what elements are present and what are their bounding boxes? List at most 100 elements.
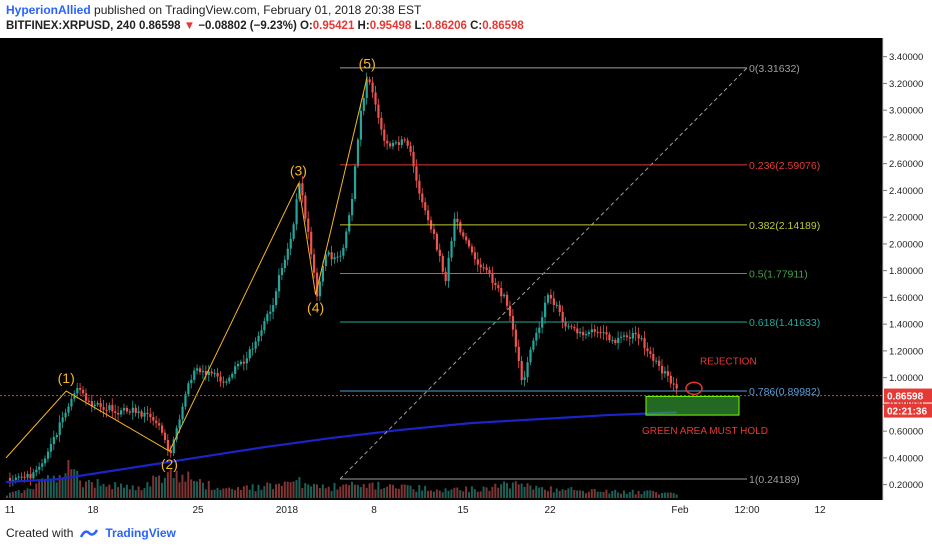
volume-bar xyxy=(201,482,204,498)
candle-body xyxy=(655,360,658,362)
candle-body xyxy=(336,256,339,258)
volume-bar xyxy=(663,492,666,498)
volume-bar xyxy=(41,478,44,498)
y-tick-label: 2.80000 xyxy=(889,132,923,143)
fib-level-label: 1(0.24189) xyxy=(749,474,800,486)
candle-body xyxy=(114,411,117,413)
volume-bar xyxy=(307,484,310,498)
x-tick-label: 18 xyxy=(87,505,99,516)
volume-bar xyxy=(269,483,272,498)
candle-body xyxy=(219,376,222,382)
volume-bar xyxy=(494,483,497,498)
candle-body xyxy=(301,183,304,196)
candle-body xyxy=(514,329,517,347)
volume-bar xyxy=(526,483,529,498)
candle-body xyxy=(348,215,351,232)
tradingview-link[interactable]: TradingView xyxy=(105,526,176,540)
candle-body xyxy=(310,231,313,255)
volume-bar xyxy=(389,484,392,498)
volume-bar xyxy=(549,486,552,498)
green-support-zone xyxy=(645,395,740,416)
volume-bar xyxy=(143,488,146,498)
volume-bar xyxy=(394,488,397,498)
volume-bar xyxy=(76,470,79,498)
candle-body xyxy=(672,383,675,385)
y-tick-label: 2.40000 xyxy=(889,186,923,197)
candle-body xyxy=(576,328,579,334)
candle-body xyxy=(435,233,439,250)
rejection-label: REJECTION xyxy=(700,356,757,367)
volume-bar xyxy=(117,487,120,498)
volume-bar xyxy=(476,491,479,498)
candle-body xyxy=(254,341,257,349)
volume-bar xyxy=(140,490,143,498)
price-chart[interactable]: 3.40000 3.20000 3.00000 2.80000 2.60000 2.400… xyxy=(0,38,932,518)
candle-body xyxy=(204,371,208,375)
candle-body xyxy=(79,388,82,390)
volume-bar xyxy=(17,490,20,498)
candle-body xyxy=(8,477,12,482)
high-label: H: xyxy=(357,20,370,32)
candle-body xyxy=(163,432,167,441)
volume-bar xyxy=(570,487,573,498)
candle-body xyxy=(508,305,512,317)
candle-body xyxy=(122,407,126,411)
volume-bar xyxy=(558,490,561,498)
volume-bar xyxy=(120,483,123,498)
volume-bar xyxy=(599,491,602,498)
volume-bar xyxy=(622,490,625,498)
author-link[interactable]: HyperionAllied xyxy=(6,3,91,17)
candle-body xyxy=(49,443,53,452)
candle-body xyxy=(473,252,477,260)
volume-bar xyxy=(111,489,114,498)
volume-bar xyxy=(348,485,351,498)
volume-bar xyxy=(339,486,342,498)
volume-bar xyxy=(351,481,354,498)
candle-body xyxy=(166,440,170,451)
candle-body xyxy=(555,304,558,306)
volume-bar xyxy=(514,481,517,498)
volume-bar xyxy=(544,489,547,498)
candle-body xyxy=(248,349,251,359)
candle-body xyxy=(333,257,336,260)
candle-body xyxy=(456,218,459,223)
volume-bar xyxy=(152,475,155,498)
candle-body xyxy=(277,275,281,292)
low-label: L: xyxy=(414,20,426,32)
publish-text: published on TradingView.com, February 0… xyxy=(94,3,422,17)
volume-bar xyxy=(52,475,55,498)
x-tick-label: 2018 xyxy=(276,505,299,516)
volume-bar xyxy=(313,483,316,498)
candle-body xyxy=(198,368,202,373)
candle-body xyxy=(614,340,617,343)
candle-body xyxy=(368,79,371,83)
volume-bar xyxy=(87,479,90,498)
candle-body xyxy=(409,145,412,152)
volume-bar xyxy=(82,487,85,498)
volume-bar xyxy=(453,487,456,498)
volume-bar xyxy=(532,489,535,498)
volume-bar xyxy=(304,483,307,498)
candle-body xyxy=(459,222,462,233)
candle-body xyxy=(96,403,99,405)
candle-body xyxy=(196,368,199,371)
y-tick-label: 3.40000 xyxy=(889,52,923,63)
volume-bar xyxy=(459,490,462,498)
volume-bar xyxy=(660,492,663,498)
candle-body xyxy=(117,412,120,415)
volume-bar xyxy=(424,485,427,498)
candle-body xyxy=(506,294,509,306)
volume-bar xyxy=(640,494,643,498)
volume-bar xyxy=(500,484,503,498)
volume-bar xyxy=(196,481,199,498)
publish-line: HyperionAllied published on TradingView.… xyxy=(6,3,421,17)
elliott-wave: (1) (2) (3) (4) (5) xyxy=(5,56,376,472)
volume-bar xyxy=(219,489,222,498)
volume-bar xyxy=(38,481,41,498)
candle-body xyxy=(418,180,421,194)
volume-bar xyxy=(538,487,541,498)
candle-body xyxy=(108,405,111,411)
volume-bar xyxy=(646,490,649,498)
volume-bar xyxy=(266,482,269,498)
candle-body xyxy=(272,305,275,312)
